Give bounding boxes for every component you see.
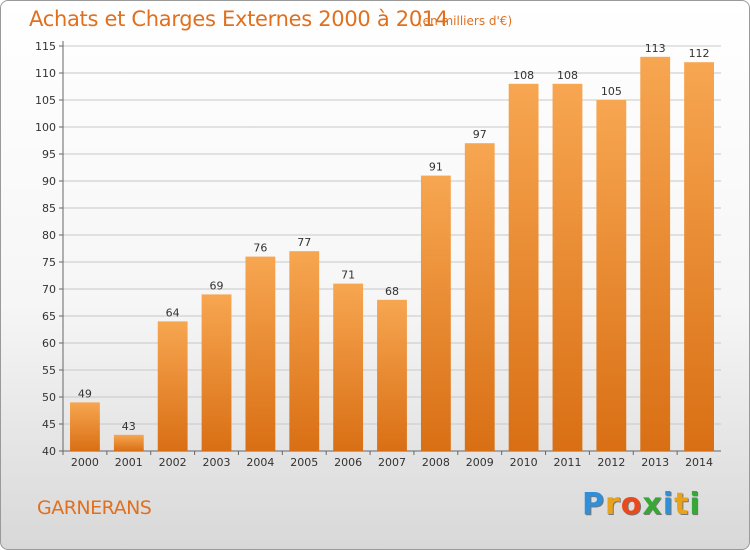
logo-letter: x — [642, 487, 663, 522]
logo-letter: i — [689, 487, 701, 522]
y-tick-label: 65 — [42, 310, 56, 323]
y-tick-label: 80 — [42, 229, 56, 242]
bar-2000 — [70, 402, 100, 451]
data-label-2001: 43 — [122, 420, 136, 433]
data-label-2006: 71 — [341, 269, 355, 282]
bar-2005 — [289, 251, 320, 451]
y-tick-label: 100 — [35, 121, 56, 134]
y-tick-label: 70 — [42, 283, 56, 296]
logo-letter: o — [620, 487, 643, 522]
y-tick-label: 105 — [35, 94, 56, 107]
y-tick-label: 55 — [42, 364, 56, 377]
y-tick-label: 90 — [42, 175, 56, 188]
bar-2011 — [552, 83, 583, 452]
y-tick-label: 110 — [35, 67, 56, 80]
data-label-2005: 77 — [297, 236, 311, 249]
chart-title: Achats et Charges Externes 2000 à 2014 — [29, 7, 449, 31]
y-tick-label: 95 — [42, 148, 56, 161]
data-label-2014: 112 — [689, 47, 710, 60]
x-tick-label-2013: 2013 — [641, 456, 669, 469]
x-tick-label-2006: 2006 — [334, 456, 362, 469]
data-label-2009: 97 — [473, 128, 487, 141]
x-tick-label-2012: 2012 — [597, 456, 625, 469]
bar-2013 — [640, 56, 671, 452]
logo-letter: i — [662, 487, 675, 522]
x-tick-label-2005: 2005 — [290, 456, 318, 469]
data-label-2002: 64 — [166, 306, 180, 319]
bar-2009 — [464, 143, 495, 451]
bar-2008 — [420, 175, 451, 451]
commune-name: GARNERANS — [37, 497, 152, 519]
bar-2001 — [113, 434, 144, 451]
bar-2003 — [201, 294, 232, 451]
bar-2010 — [508, 83, 539, 452]
data-label-2007: 68 — [385, 285, 399, 298]
y-tick-label: 40 — [42, 445, 56, 458]
logo-letter: r — [605, 487, 621, 522]
data-label-2012: 105 — [601, 85, 622, 98]
chart-subtitle: (en milliers d'€) — [418, 14, 513, 28]
bar-2012 — [596, 100, 627, 451]
bar-2014 — [684, 62, 714, 451]
x-tick-label-2010: 2010 — [510, 456, 538, 469]
logo-letter: P — [582, 487, 605, 522]
y-tick-label: 85 — [42, 202, 56, 215]
x-tick-label-2008: 2008 — [422, 456, 450, 469]
logo-letter: t — [674, 487, 690, 522]
x-tick-label-2002: 2002 — [159, 456, 187, 469]
x-tick-label-2004: 2004 — [246, 456, 274, 469]
x-tick-label-2014: 2014 — [685, 456, 713, 469]
y-tick-label: 50 — [42, 391, 56, 404]
proxiti-logo: Proxiti — [582, 487, 701, 522]
bar-2006 — [333, 283, 364, 451]
y-tick-label: 60 — [42, 337, 56, 350]
data-label-2008: 91 — [429, 161, 443, 174]
x-tick-label-2003: 2003 — [203, 456, 231, 469]
bar-2007 — [377, 299, 407, 451]
y-tick-label: 115 — [35, 40, 56, 53]
y-tick-label: 75 — [42, 256, 56, 269]
x-tick-label-2009: 2009 — [466, 456, 494, 469]
x-tick-label-2001: 2001 — [115, 456, 143, 469]
x-tick-label-2000: 2000 — [71, 456, 99, 469]
data-label-2000: 49 — [78, 387, 92, 400]
data-label-2011: 108 — [557, 69, 578, 82]
data-label-2003: 69 — [210, 279, 224, 292]
data-label-2010: 108 — [513, 69, 534, 82]
x-tick-label-2011: 2011 — [553, 456, 581, 469]
y-tick-label: 45 — [42, 418, 56, 431]
data-label-2013: 113 — [645, 42, 666, 55]
data-label-2004: 76 — [253, 242, 267, 255]
bar-2004 — [245, 256, 276, 451]
bar-2002 — [157, 321, 188, 451]
x-tick-label-2007: 2007 — [378, 456, 406, 469]
